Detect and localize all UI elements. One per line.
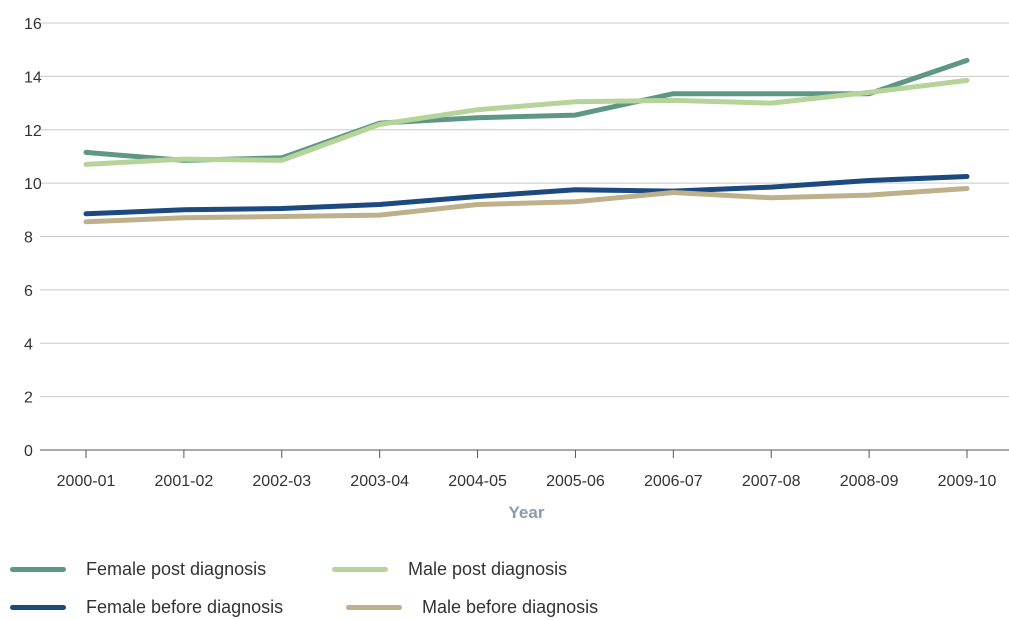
y-tick-label: 14 — [24, 69, 42, 86]
y-tick-label: 10 — [24, 176, 42, 193]
series-line-2 — [83, 174, 970, 217]
series-line-0 — [83, 57, 970, 163]
legend-item-female-post: Female post diagnosis — [10, 556, 266, 582]
y-axis-ticks: 0 2 4 6 8 10 12 14 16 — [24, 16, 42, 460]
x-tick-label: 2005-06 — [546, 473, 605, 490]
x-tick-label: 2000-01 — [57, 473, 116, 490]
legend-item-male-before: Male before diagnosis — [346, 594, 598, 620]
y-tick-label: 8 — [24, 230, 33, 247]
y-tick-label: 4 — [24, 336, 33, 353]
y-tick-label: 12 — [24, 123, 42, 140]
gridlines — [40, 22, 1009, 398]
x-axis-ticks: 2000-01 2001-02 2002-03 2003-04 2004-05 2005-… — [57, 450, 997, 490]
legend-swatch-female-post — [10, 566, 66, 572]
x-tick-label: 2003-04 — [350, 473, 409, 490]
x-tick-label: 2009-10 — [938, 473, 997, 490]
legend-label-male-post: Male post diagnosis — [408, 558, 568, 579]
series-lines — [83, 57, 970, 225]
line-chart: 0 2 4 6 8 10 12 14 16 2000-01 2001-02 2002-03 2003-… — [24, 16, 1009, 522]
x-tick-label: 2006-07 — [644, 473, 703, 490]
legend-label-female-before: Female before diagnosis — [86, 596, 284, 617]
y-tick-label: 16 — [24, 16, 42, 33]
x-tick-label: 2007-08 — [742, 473, 801, 490]
legend-swatch-female-before — [10, 604, 66, 610]
y-tick-label: 2 — [24, 390, 33, 407]
legend-label-female-post: Female post diagnosis — [86, 558, 267, 579]
legend-item-female-before: Female before diagnosis — [10, 594, 283, 620]
y-tick-label: 6 — [24, 283, 33, 300]
x-tick-label: 2004-05 — [448, 473, 507, 490]
legend: Female post diagnosis Male post diagnosi… — [10, 556, 770, 617]
x-tick-label: 2008-09 — [840, 473, 899, 490]
legend-swatch-male-post — [332, 566, 388, 572]
x-axis-title: Year — [509, 503, 545, 522]
x-tick-label: 2002-03 — [252, 473, 311, 490]
y-tick-label: 0 — [24, 443, 33, 460]
series-line-1 — [83, 77, 970, 167]
legend-label-male-before: Male before diagnosis — [422, 596, 599, 617]
legend-swatch-male-before — [346, 604, 402, 610]
series-line-3 — [83, 186, 970, 225]
x-tick-label: 2001-02 — [155, 473, 214, 490]
legend-item-male-post: Male post diagnosis — [332, 556, 567, 582]
